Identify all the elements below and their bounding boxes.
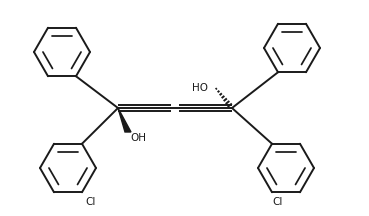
- Text: Cl: Cl: [85, 197, 95, 207]
- Polygon shape: [118, 108, 131, 132]
- Text: OH: OH: [130, 133, 146, 143]
- Text: HO: HO: [192, 83, 208, 93]
- Text: Cl: Cl: [272, 197, 282, 207]
